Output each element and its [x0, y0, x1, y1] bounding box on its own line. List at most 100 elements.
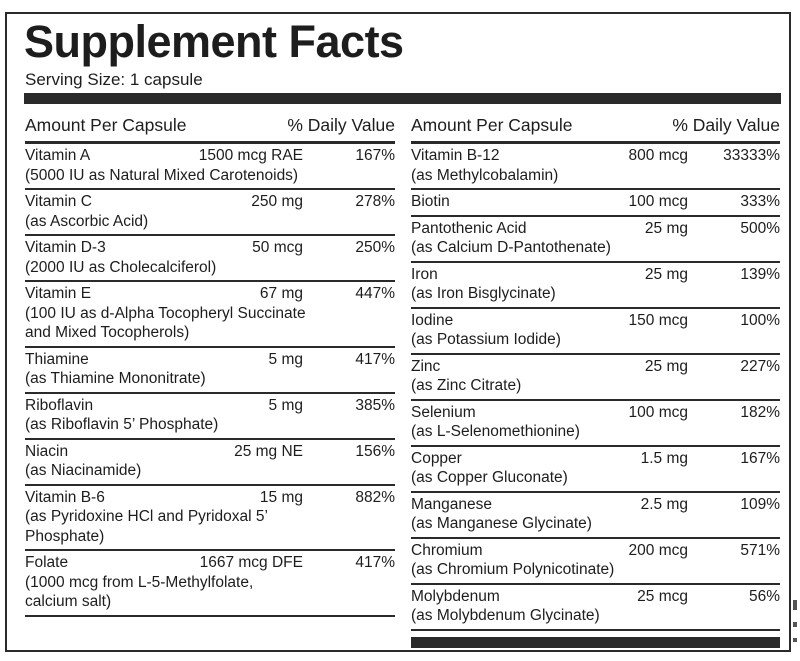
nutrient-amount: 100 mcg: [628, 193, 688, 210]
nutrient-amount: 50 mcg: [252, 239, 303, 256]
nutrient-name: Vitamin B-6: [25, 488, 105, 506]
nutrient-amount: 5 mg: [268, 396, 303, 414]
nutrient-daily-value: 250%: [355, 239, 395, 256]
nutrient-row: Niacin 25 mg NE 156% (as Niacinamide): [25, 440, 395, 486]
panel-title: Supplement Facts: [24, 16, 404, 67]
left-column-header: Amount Per Capsule % Daily Value: [25, 111, 395, 144]
nutrient-row: Chromium 200 mcg 571% (as Chromium Polynico…: [411, 539, 780, 585]
nutrient-daily-value: 167%: [355, 147, 395, 164]
nutrient-source: (as Iron Bisglycinate): [411, 285, 556, 302]
nutrient-name: Chromium: [411, 541, 483, 559]
nutrient-row: Vitamin B-12 800 mcg 33333% (as Methylcobal…: [411, 144, 780, 190]
nutrient-daily-value: 417%: [355, 350, 395, 368]
nutrient-row: Manganese 2.5 mg 109% (as Manganese Glycina…: [411, 493, 780, 539]
nutrient-source: (as Copper Gluconate): [411, 469, 568, 486]
nutrient-source: (2000 IU as Cholecalciferol): [25, 258, 217, 276]
nutrient-amount: 250 mg: [251, 193, 303, 210]
top-divider-bar: [24, 93, 781, 104]
nutrient-amount: 25 mcg: [637, 587, 688, 605]
nutrient-amount: 25 mg NE: [234, 442, 303, 460]
nutrient-name: Vitamin A: [25, 147, 91, 164]
nutrient-amount: 200 mcg: [628, 541, 688, 559]
nutrient-source: (as Molybdenum Glycinate): [411, 607, 600, 624]
nutrient-source: (as Potassium Iodide): [411, 331, 561, 348]
nutrient-daily-value: 333%: [740, 193, 780, 210]
nutrient-amount: 15 mg: [259, 488, 303, 506]
nutrient-daily-value: 500%: [740, 219, 780, 237]
nutrient-amount: 150 mcg: [628, 311, 688, 329]
nutrient-amount: 800 mcg: [628, 147, 688, 164]
nutrient-name: Vitamin C: [25, 193, 92, 210]
supplement-facts-panel: Supplement Facts Serving Size: 1 capsule…: [5, 12, 791, 652]
nutrient-name: Zinc: [411, 357, 441, 375]
nutrient-row: Molybdenum 25 mcg 56% (as Molybdenum Glycin…: [411, 585, 780, 631]
daily-value-label: % Daily Value: [672, 115, 780, 135]
nutrient-daily-value: 109%: [740, 495, 780, 513]
nutrient-daily-value: 385%: [355, 396, 395, 414]
nutrient-row: Vitamin C 250 mg 278% (as Ascorbic Acid): [25, 190, 395, 236]
edge-mark: [793, 600, 797, 610]
nutrient-daily-value: 156%: [355, 442, 395, 460]
nutrient-name: Vitamin D-3: [25, 239, 106, 256]
nutrient-source: (5000 IU as Natural Mixed Carotenoids): [25, 166, 299, 184]
nutrient-row: Vitamin A 1500 mcg RAE 167% (5000 IU as Nat…: [25, 144, 395, 190]
bottom-divider-bar: [411, 637, 780, 648]
nutrient-row: Riboflavin 5 mg 385% (as Riboflavin 5’ Phos…: [25, 394, 395, 440]
left-nutrient-list: Vitamin A 1500 mcg RAE 167% (5000 IU as Nat…: [25, 144, 395, 617]
nutrient-source: (1000 mcg from L-5-Methylfolate, calcium…: [25, 573, 254, 611]
nutrient-amount: 100 mcg: [628, 403, 688, 421]
nutrient-amount: 67 mg: [259, 285, 303, 302]
right-column: Amount Per Capsule % Daily Value Vitamin…: [411, 111, 780, 631]
nutrient-name: Pantothenic Acid: [411, 219, 527, 237]
nutrient-name: Biotin: [411, 193, 450, 210]
nutrient-daily-value: 447%: [355, 285, 395, 302]
nutrient-source: (as Chromium Polynicotinate): [411, 561, 615, 578]
nutrient-name: Folate: [25, 554, 69, 571]
nutrient-amount: 25 mg: [644, 357, 688, 375]
nutrient-source: (as Methylcobalamin): [411, 166, 559, 184]
nutrient-row: Vitamin D-3 50 mcg 250% (2000 IU as Choleca…: [25, 236, 395, 282]
nutrient-source: (100 IU as d-Alpha Tocopheryl Succinate …: [25, 304, 306, 342]
nutrient-name: Vitamin B-12: [411, 147, 500, 164]
nutrient-name: Copper: [411, 449, 462, 467]
left-column: Amount Per Capsule % Daily Value Vitamin…: [25, 111, 395, 617]
nutrient-row: Biotin 100 mcg 333%: [411, 190, 780, 217]
nutrient-daily-value: 56%: [748, 587, 780, 605]
nutrient-row: Folate 1667 mcg DFE 417% (1000 mcg from L-5…: [25, 551, 395, 617]
nutrient-source: (as Zinc Citrate): [411, 377, 522, 394]
amount-per-capsule-label: Amount Per Capsule: [25, 115, 187, 135]
nutrient-name: Selenium: [411, 403, 476, 421]
nutrient-source: (as L-Selenomethionine): [411, 423, 580, 440]
nutrient-name: Thiamine: [25, 350, 89, 368]
nutrient-source: (as Pyridoxine HCl and Pyridoxal 5’ Phos…: [25, 508, 268, 545]
nutrient-amount: 5 mg: [268, 350, 303, 368]
nutrient-row: Iodine 150 mcg 100% (as Potassium Iodide): [411, 309, 780, 355]
nutrient-source: (as Ascorbic Acid): [25, 212, 149, 230]
amount-per-capsule-label: Amount Per Capsule: [411, 115, 573, 135]
nutrient-daily-value: 100%: [740, 311, 780, 329]
nutrient-name: Molybdenum: [411, 587, 500, 605]
nutrient-amount: 25 mg: [644, 219, 688, 237]
nutrient-amount: 1.5 mg: [640, 449, 688, 467]
nutrient-row: Selenium 100 mcg 182% (as L-Selenomethionin…: [411, 401, 780, 447]
nutrient-row: Vitamin E 67 mg 447% (100 IU as d-Alpha Toc…: [25, 282, 395, 348]
nutrient-daily-value: 167%: [740, 449, 780, 467]
edge-mark: [793, 622, 797, 627]
nutrient-daily-value: 417%: [355, 554, 395, 571]
nutrient-daily-value: 882%: [355, 488, 395, 506]
nutrient-row: Vitamin B-6 15 mg 882% (as Pyridoxine HCl a…: [25, 486, 395, 551]
nutrient-amount: 1667 mcg DFE: [199, 554, 303, 571]
nutrient-source: (as Manganese Glycinate): [411, 515, 592, 532]
serving-size: Serving Size: 1 capsule: [25, 70, 203, 89]
right-column-header: Amount Per Capsule % Daily Value: [411, 111, 780, 144]
daily-value-label: % Daily Value: [287, 115, 395, 135]
nutrient-source: (as Niacinamide): [25, 462, 142, 479]
nutrient-row: Thiamine 5 mg 417% (as Thiamine Mononitrate…: [25, 348, 395, 394]
nutrient-source: (as Thiamine Mononitrate): [25, 370, 206, 387]
nutrient-daily-value: 139%: [740, 265, 780, 283]
nutrient-daily-value: 571%: [740, 541, 780, 559]
nutrient-daily-value: 33333%: [723, 147, 780, 164]
nutrient-amount: 1500 mcg RAE: [198, 147, 303, 164]
nutrient-name: Iodine: [411, 311, 454, 329]
nutrient-row: Iron 25 mg 139% (as Iron Bisglycinate): [411, 263, 780, 309]
